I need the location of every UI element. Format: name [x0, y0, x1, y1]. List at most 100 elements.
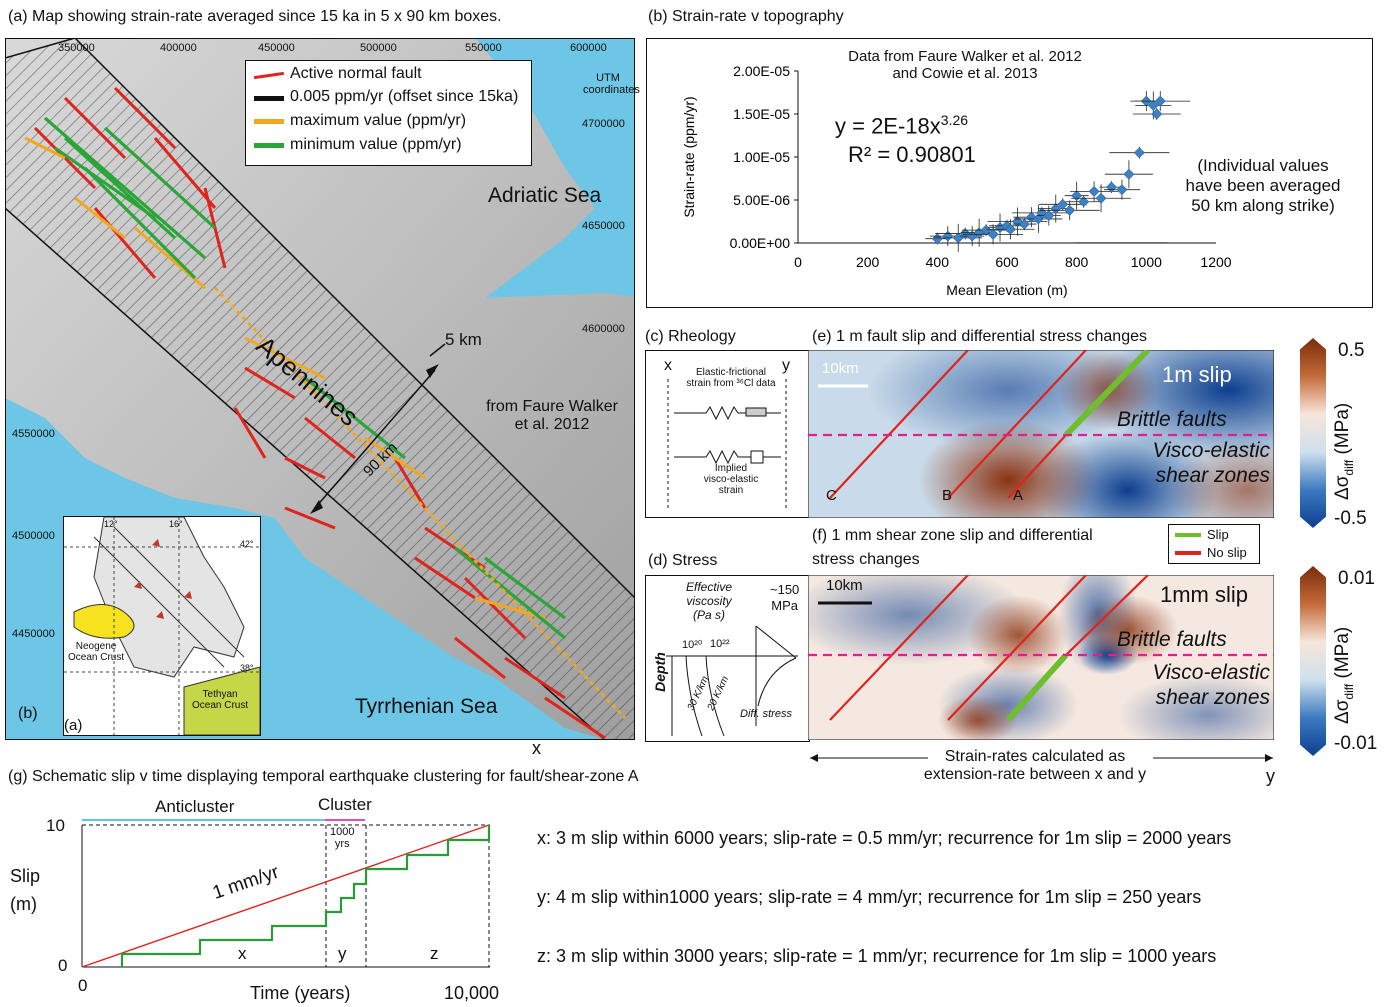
active-faults — [33, 86, 606, 740]
utm-y-tick: 4450000 — [12, 628, 55, 640]
strain-chart: 0 200 400 600 800 1000 1200 0.00E+00 5.00E-06 1.0… — [681, 63, 1232, 298]
slip-f: 1mm slip — [1160, 582, 1249, 607]
data-point — [1005, 223, 1016, 235]
utm-y-tick: 4700000 — [582, 118, 625, 130]
stress-box: Effective viscosity (Pa s) 10²⁰ 10²² Depth… — [645, 575, 810, 742]
source-label: from Faure Walker et al. 2012 — [486, 398, 618, 433]
x-tick-label: 400 — [926, 254, 950, 270]
data-point — [1116, 184, 1128, 196]
data-point — [1057, 198, 1069, 210]
fault-label: B — [942, 487, 953, 504]
cbar-max: 0.5 — [1338, 340, 1365, 361]
x-tick-label: 800 — [1065, 254, 1089, 270]
visco-f: Visco-elastic shear zones — [1152, 661, 1271, 709]
slip-e: 1m slip — [1162, 362, 1232, 387]
segment-label: z — [430, 944, 439, 963]
x-tick-label: 200 — [856, 254, 880, 270]
utm-label: UTM coordinates — [583, 72, 640, 96]
data-point — [1078, 196, 1090, 208]
tyrrhenian-label: Tyrrhenian Sea — [355, 695, 498, 718]
cbar-min: -0.01 — [1334, 733, 1378, 754]
y-axis-label: Strain-rate (ppm/yr) — [681, 96, 697, 217]
y-tick-label: 5.00E-06 — [733, 192, 790, 208]
rheology-box: x y Elastic-frictional strain from ³⁶Cl d… — [645, 350, 810, 518]
panel-d-caption: (d) Stress — [648, 552, 718, 569]
x-tick-label: 600 — [995, 254, 1019, 270]
statement-z: z: 3 m slip within 3000 years; slip-rate… — [537, 946, 1217, 966]
data-point — [1095, 192, 1107, 204]
segment-label: y — [338, 944, 347, 963]
time-axis-label: Time (years) — [250, 983, 351, 1003]
x-axis-label: Mean Elevation (m) — [946, 282, 1067, 298]
stress-map-f — [808, 575, 1274, 740]
slip-legend: Slip No slip — [1168, 524, 1260, 564]
panel-b-caption: (b) Strain-rate v topography — [648, 8, 844, 25]
cbar-label: Δσdiff (MPa) — [1332, 626, 1356, 724]
segment-label: x — [238, 944, 247, 963]
colorbar-f — [1300, 566, 1326, 756]
panel-c-caption: (c) Rheology — [645, 328, 736, 345]
inset-map: (a) Neogene Ocean Crust Tethyan Ocean Crus… — [63, 516, 261, 736]
slip-tick: 10 — [46, 816, 65, 835]
data-point — [1050, 203, 1062, 215]
min-values — [43, 116, 567, 640]
anticluster-label: Anticluster — [155, 797, 235, 816]
data-point — [931, 233, 943, 245]
scale-f: 10km — [826, 577, 863, 594]
x-tick-label: 0 — [794, 254, 802, 270]
utm-y-tick: 4500000 — [12, 530, 55, 542]
y-marker: y — [1266, 766, 1275, 786]
data-point — [1088, 185, 1100, 197]
cbar-min: -0.5 — [1334, 508, 1367, 529]
data-point — [1071, 190, 1083, 202]
data-point — [1147, 99, 1159, 111]
panel-g-caption: (g) Schematic slip v time displaying tem… — [8, 768, 639, 785]
utm-x-tick: 350000 — [58, 42, 95, 54]
y-tick-label: 2.00E-05 — [733, 63, 790, 79]
panel-e-caption: (e) 1 m fault slip and differential stre… — [812, 328, 1147, 345]
statement-x: x: 3 m slip within 6000 years; slip-rate… — [537, 828, 1232, 848]
cluster-years: 1000 yrs — [330, 826, 355, 850]
adriatic-label: Adriatic Sea — [488, 184, 602, 207]
time-tick: 0 — [78, 976, 88, 995]
chart-equation: y = 2E-18x3.26 — [835, 112, 969, 139]
data-point — [1106, 181, 1117, 193]
scale-e: 10km — [822, 360, 859, 377]
y-tick-label: 1.50E-05 — [733, 106, 790, 122]
utm-y-tick: 4650000 — [582, 220, 625, 232]
chart-frame — [646, 38, 1373, 308]
x-marker: x — [532, 738, 541, 758]
corner-label: (b) — [18, 705, 38, 722]
data-point — [987, 228, 999, 240]
y-tick-label: 1.00E-05 — [733, 149, 790, 165]
x-tick-label: 1000 — [1131, 254, 1162, 270]
data-point — [1154, 95, 1166, 107]
data-point — [1064, 204, 1076, 216]
data-point — [1151, 108, 1163, 120]
map-legend: Active normal fault 0.005 ppm/yr (offset… — [245, 60, 532, 166]
cluster-label: Cluster — [318, 795, 372, 814]
chart-r2: R² = 0.90801 — [848, 142, 976, 167]
data-point — [1133, 147, 1145, 159]
visco-e: Visco-elastic shear zones — [1152, 439, 1271, 487]
data-point — [942, 230, 954, 242]
utm-x-tick: 500000 — [360, 42, 397, 54]
brittle-f: Brittle faults — [1117, 628, 1227, 651]
strike-line — [213, 286, 627, 720]
strain-note: Strain-rates calculated as extension-rate… — [923, 748, 1147, 783]
time-tick: 10,000 — [444, 983, 500, 1003]
brittle-e: Brittle faults — [1117, 408, 1227, 431]
xy-arrow — [810, 754, 1273, 762]
colorbar-e — [1300, 338, 1326, 528]
chart-source: Data from Faure Walker et al. 2012 and Co… — [848, 48, 1082, 82]
slip-axis-label: Slip (m) — [10, 866, 41, 914]
utm-x-tick: 600000 — [570, 42, 607, 54]
utm-x-tick: 450000 — [258, 42, 295, 54]
panel-f-caption: (f) 1 mm shear zone slip and differentia… — [812, 527, 1093, 568]
box-width-arrow — [429, 343, 446, 357]
fault-label: C — [826, 487, 837, 504]
data-point — [1123, 168, 1135, 180]
utm-x-tick: 550000 — [465, 42, 502, 54]
statement-y: y: 4 m slip within1000 years; slip-rate … — [537, 887, 1202, 907]
utm-y-tick: 4550000 — [12, 428, 55, 440]
